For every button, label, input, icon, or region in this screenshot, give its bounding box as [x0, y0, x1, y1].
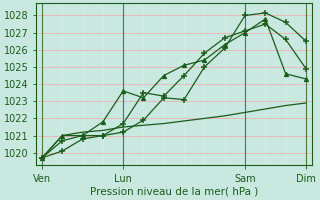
- X-axis label: Pression niveau de la mer( hPa ): Pression niveau de la mer( hPa ): [90, 187, 258, 197]
